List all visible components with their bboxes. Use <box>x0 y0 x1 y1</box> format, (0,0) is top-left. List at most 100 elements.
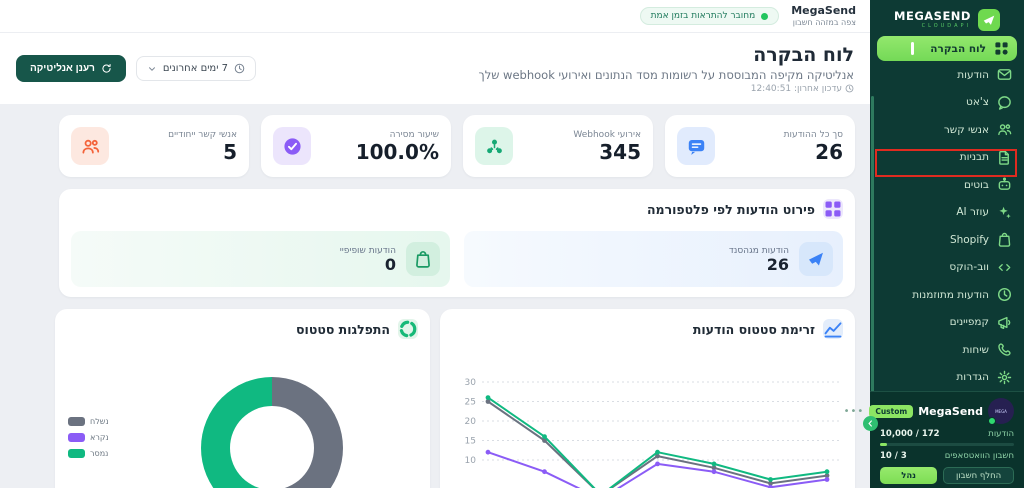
clock-icon <box>234 63 245 74</box>
sidebar-item-6[interactable]: עוזר AI <box>870 199 1024 227</box>
switch-account-button[interactable]: החלף חשבון <box>943 467 1014 484</box>
realtime-status-badge: מחובר להתראות בזמן אמת <box>639 7 780 25</box>
messages-usage-label: הודעות <box>988 429 1014 439</box>
account-panel: MEGA MegaSend Custom ••• הודעות 10,000 /… <box>844 391 1024 488</box>
sidebar-item-8[interactable]: ווב-הוקס <box>870 254 1024 282</box>
chat-icon <box>677 127 715 165</box>
brand-logo: MEGASEND CLOUDAPI <box>870 0 1024 31</box>
svg-text:15: 15 <box>465 437 476 447</box>
sidebar-item-10[interactable]: קמפיינים <box>870 309 1024 337</box>
status-badge-label: מחובר להתראות בזמן אמת <box>650 11 756 21</box>
whatsapp-accounts-label: חשבון הוואטסאפים <box>944 451 1014 461</box>
sidebar-item-label: הודעות <box>957 68 989 81</box>
date-range-label: 7 ימים אחרונים <box>162 63 229 74</box>
last-update: עדכון אחרון: 12:40:51 <box>479 84 854 94</box>
manage-button[interactable]: נהל <box>880 467 938 484</box>
settings-icon <box>997 370 1012 385</box>
line-chart-icon <box>823 319 843 339</box>
flow-chart-header: זרימת סטטוס הודעות <box>452 319 843 339</box>
legend-item: נמסר <box>68 449 109 458</box>
donut-hole <box>230 406 314 488</box>
status-dot-icon <box>761 12 769 20</box>
sidebar-collapse-toggle[interactable] <box>863 416 878 431</box>
platform-card-text: הודעות שופיפיי 0 <box>340 246 396 273</box>
sidebar-item-3[interactable]: אנשי קשר <box>870 116 1024 144</box>
title-block: לוח הבקרה אנליטיקה מקיפה המבוססת על רשומ… <box>479 44 854 94</box>
avatar: MEGA <box>988 398 1014 425</box>
campaigns-icon <box>997 315 1012 330</box>
chat-bubble-icon <box>997 95 1012 110</box>
stats-row: סך כל ההודעות 26 אירועי Webhook 345 שיעו… <box>59 115 855 177</box>
svg-text:30: 30 <box>465 378 477 388</box>
sidebar-item-12[interactable]: הגדרות <box>870 364 1024 392</box>
sidebar-item-label: צ'אט <box>966 96 989 109</box>
stat-card: אירועי Webhook 345 <box>463 115 653 177</box>
contacts-icon <box>71 127 109 165</box>
brand-name: MEGASEND <box>894 8 971 23</box>
flow-chart-title: זרימת סטטוס הודעות <box>692 321 815 337</box>
sidebar-item-2[interactable]: צ'אט <box>870 89 1024 117</box>
platform-section-header: פירוט הודעות לפי פלטפורמה <box>71 199 843 219</box>
templates-icon <box>997 150 1012 165</box>
sidebar-item-label: הגדרות <box>956 371 989 384</box>
account-row[interactable]: MEGA MegaSend Custom ••• <box>844 398 1014 425</box>
account-menu-button[interactable]: ••• <box>843 405 865 417</box>
refresh-icon <box>101 63 112 74</box>
legend-swatch <box>68 433 85 442</box>
sidebar: MEGASEND CLOUDAPI לוח הבקרה הודעות צ'אט אנש… <box>844 0 1024 488</box>
sidebar-item-4[interactable]: תבניות <box>870 144 1024 172</box>
ring-icon <box>398 319 418 339</box>
platform-card-blue: הודעות מגהסנד 26 <box>464 231 843 287</box>
stat-label: שיעור מסירה <box>389 130 439 140</box>
svg-text:10: 10 <box>465 456 477 466</box>
dashboard-icon <box>994 41 1009 56</box>
sidebar-item-label: לוח הבקרה <box>930 42 986 55</box>
sidebar-scrollbar[interactable] <box>871 96 874 418</box>
sidebar-item-label: שיחות <box>962 343 989 356</box>
legend-swatch <box>68 449 85 458</box>
stat-card: שיעור מסירה 100.0% <box>261 115 451 177</box>
account-buttons: החלף חשבון נהל <box>880 467 1014 484</box>
svg-text:20: 20 <box>465 417 477 427</box>
stat-value: 100.0% <box>355 140 439 164</box>
stat-value: 5 <box>223 140 237 164</box>
sidebar-item-11[interactable]: שיחות <box>870 336 1024 364</box>
topbar-account-name: MegaSend <box>791 4 856 18</box>
stat-label: אירועי Webhook <box>573 130 641 140</box>
platform-cards: הודעות מגהסנד 26 הודעות שופיפיי 0 <box>71 231 843 287</box>
legend-item: נשלח <box>68 417 109 426</box>
plan-badge: Custom <box>869 404 914 418</box>
stat-text: שיעור מסירה 100.0% <box>356 130 439 162</box>
webhook-icon <box>475 127 513 165</box>
accounts-usage-row: חשבון הוואטסאפים 10 / 3 <box>880 451 1014 461</box>
stat-text: סך כל ההודעות 26 <box>784 130 843 162</box>
sidebar-item-0-active[interactable]: לוח הבקרה <box>877 36 1017 61</box>
legend-label: נקרא <box>90 433 109 442</box>
shopify-icon <box>997 232 1012 248</box>
line-chart: 30 25 20 15 10 <box>452 343 843 488</box>
main-area: MegaSend צפה במזהה חשבון מחובר להתראות ב… <box>0 0 870 488</box>
platform-card-label: הודעות מגהסנד <box>728 245 789 256</box>
paper-plane-icon <box>799 242 833 276</box>
shopify-icon <box>406 242 440 276</box>
messages-icon <box>997 67 1012 82</box>
messages-usage-value: 10,000 / 172 <box>880 429 940 439</box>
dist-chart-header: התפלגות סטטוס <box>67 319 418 339</box>
page-header: לוח הבקרה אנליטיקה מקיפה המבוססת על רשומ… <box>0 33 870 104</box>
sidebar-item-1[interactable]: הודעות <box>870 61 1024 89</box>
legend-label: נמסר <box>90 449 109 458</box>
chevron-down-icon <box>147 64 157 74</box>
sidebar-item-7[interactable]: Shopify <box>870 226 1024 254</box>
sidebar-item-5[interactable]: בוטים <box>870 171 1024 199</box>
topbar-account-id-link[interactable]: צפה במזהה חשבון <box>792 17 856 27</box>
refresh-analytics-button[interactable]: רענן אנליטיקה <box>16 55 126 82</box>
sidebar-item-9[interactable]: הודעות מתוזמנות <box>870 281 1024 309</box>
messages-usage-progress-fill <box>880 443 887 446</box>
stat-text: אנשי קשר ייחודיים 5 <box>168 130 237 162</box>
date-range-dropdown[interactable]: 7 ימים אחרונים <box>135 56 257 81</box>
sidebar-item-label: הודעות מתוזמנות <box>912 288 989 301</box>
platform-section-title: פירוט הודעות לפי פלטפורמה <box>646 201 815 217</box>
chevron-left-icon <box>866 419 875 428</box>
platform-card-green: הודעות שופיפיי 0 <box>71 231 450 287</box>
check-circle-icon <box>273 127 311 165</box>
